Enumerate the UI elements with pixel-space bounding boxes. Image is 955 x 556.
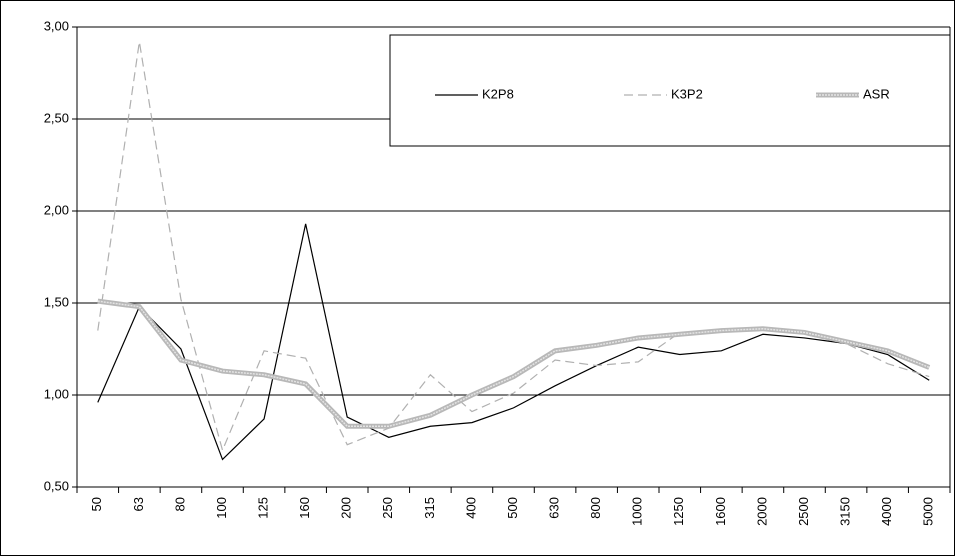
x-tick-label: 63 (131, 497, 146, 511)
x-tick-label: 1600 (713, 497, 728, 526)
series-line-highlight (97, 300, 930, 428)
x-tick-label: 160 (297, 497, 312, 519)
legend-label: ASR (863, 86, 890, 101)
y-tick-label: 3,00 (44, 18, 69, 33)
x-tick-label: 1000 (630, 497, 645, 526)
x-tick-label: 800 (588, 497, 603, 519)
x-tick-label: 50 (89, 497, 104, 511)
x-tick-label: 100 (214, 497, 229, 519)
x-tick-label: 315 (422, 497, 437, 519)
y-tick-label: 0,50 (44, 478, 69, 493)
x-tick-label: 2500 (796, 497, 811, 526)
x-tick-label: 500 (505, 497, 520, 519)
series-line (97, 223, 930, 461)
legend-label: K2P8 (482, 86, 514, 101)
x-tick-label: 1250 (671, 497, 686, 526)
y-tick-label: 2,50 (44, 110, 69, 125)
y-tick-label: 2,00 (44, 202, 69, 217)
x-tick-label: 4000 (879, 497, 894, 526)
x-tick-label: 125 (256, 497, 271, 519)
series-line (97, 41, 930, 453)
x-tick-label: 400 (463, 497, 478, 519)
y-tick-label: 1,00 (44, 386, 69, 401)
legend-label: K3P2 (671, 86, 703, 101)
x-tick-label: 200 (339, 497, 354, 519)
x-tick-label: 5000 (921, 497, 936, 526)
x-tick-label: 630 (547, 497, 562, 519)
legend-box (389, 34, 951, 147)
x-tick-label: 250 (380, 497, 395, 519)
x-tick-label: 3150 (838, 497, 853, 526)
x-tick-label: 80 (172, 497, 187, 511)
x-tick-label: 2000 (754, 497, 769, 526)
y-tick-label: 1,50 (44, 294, 69, 309)
